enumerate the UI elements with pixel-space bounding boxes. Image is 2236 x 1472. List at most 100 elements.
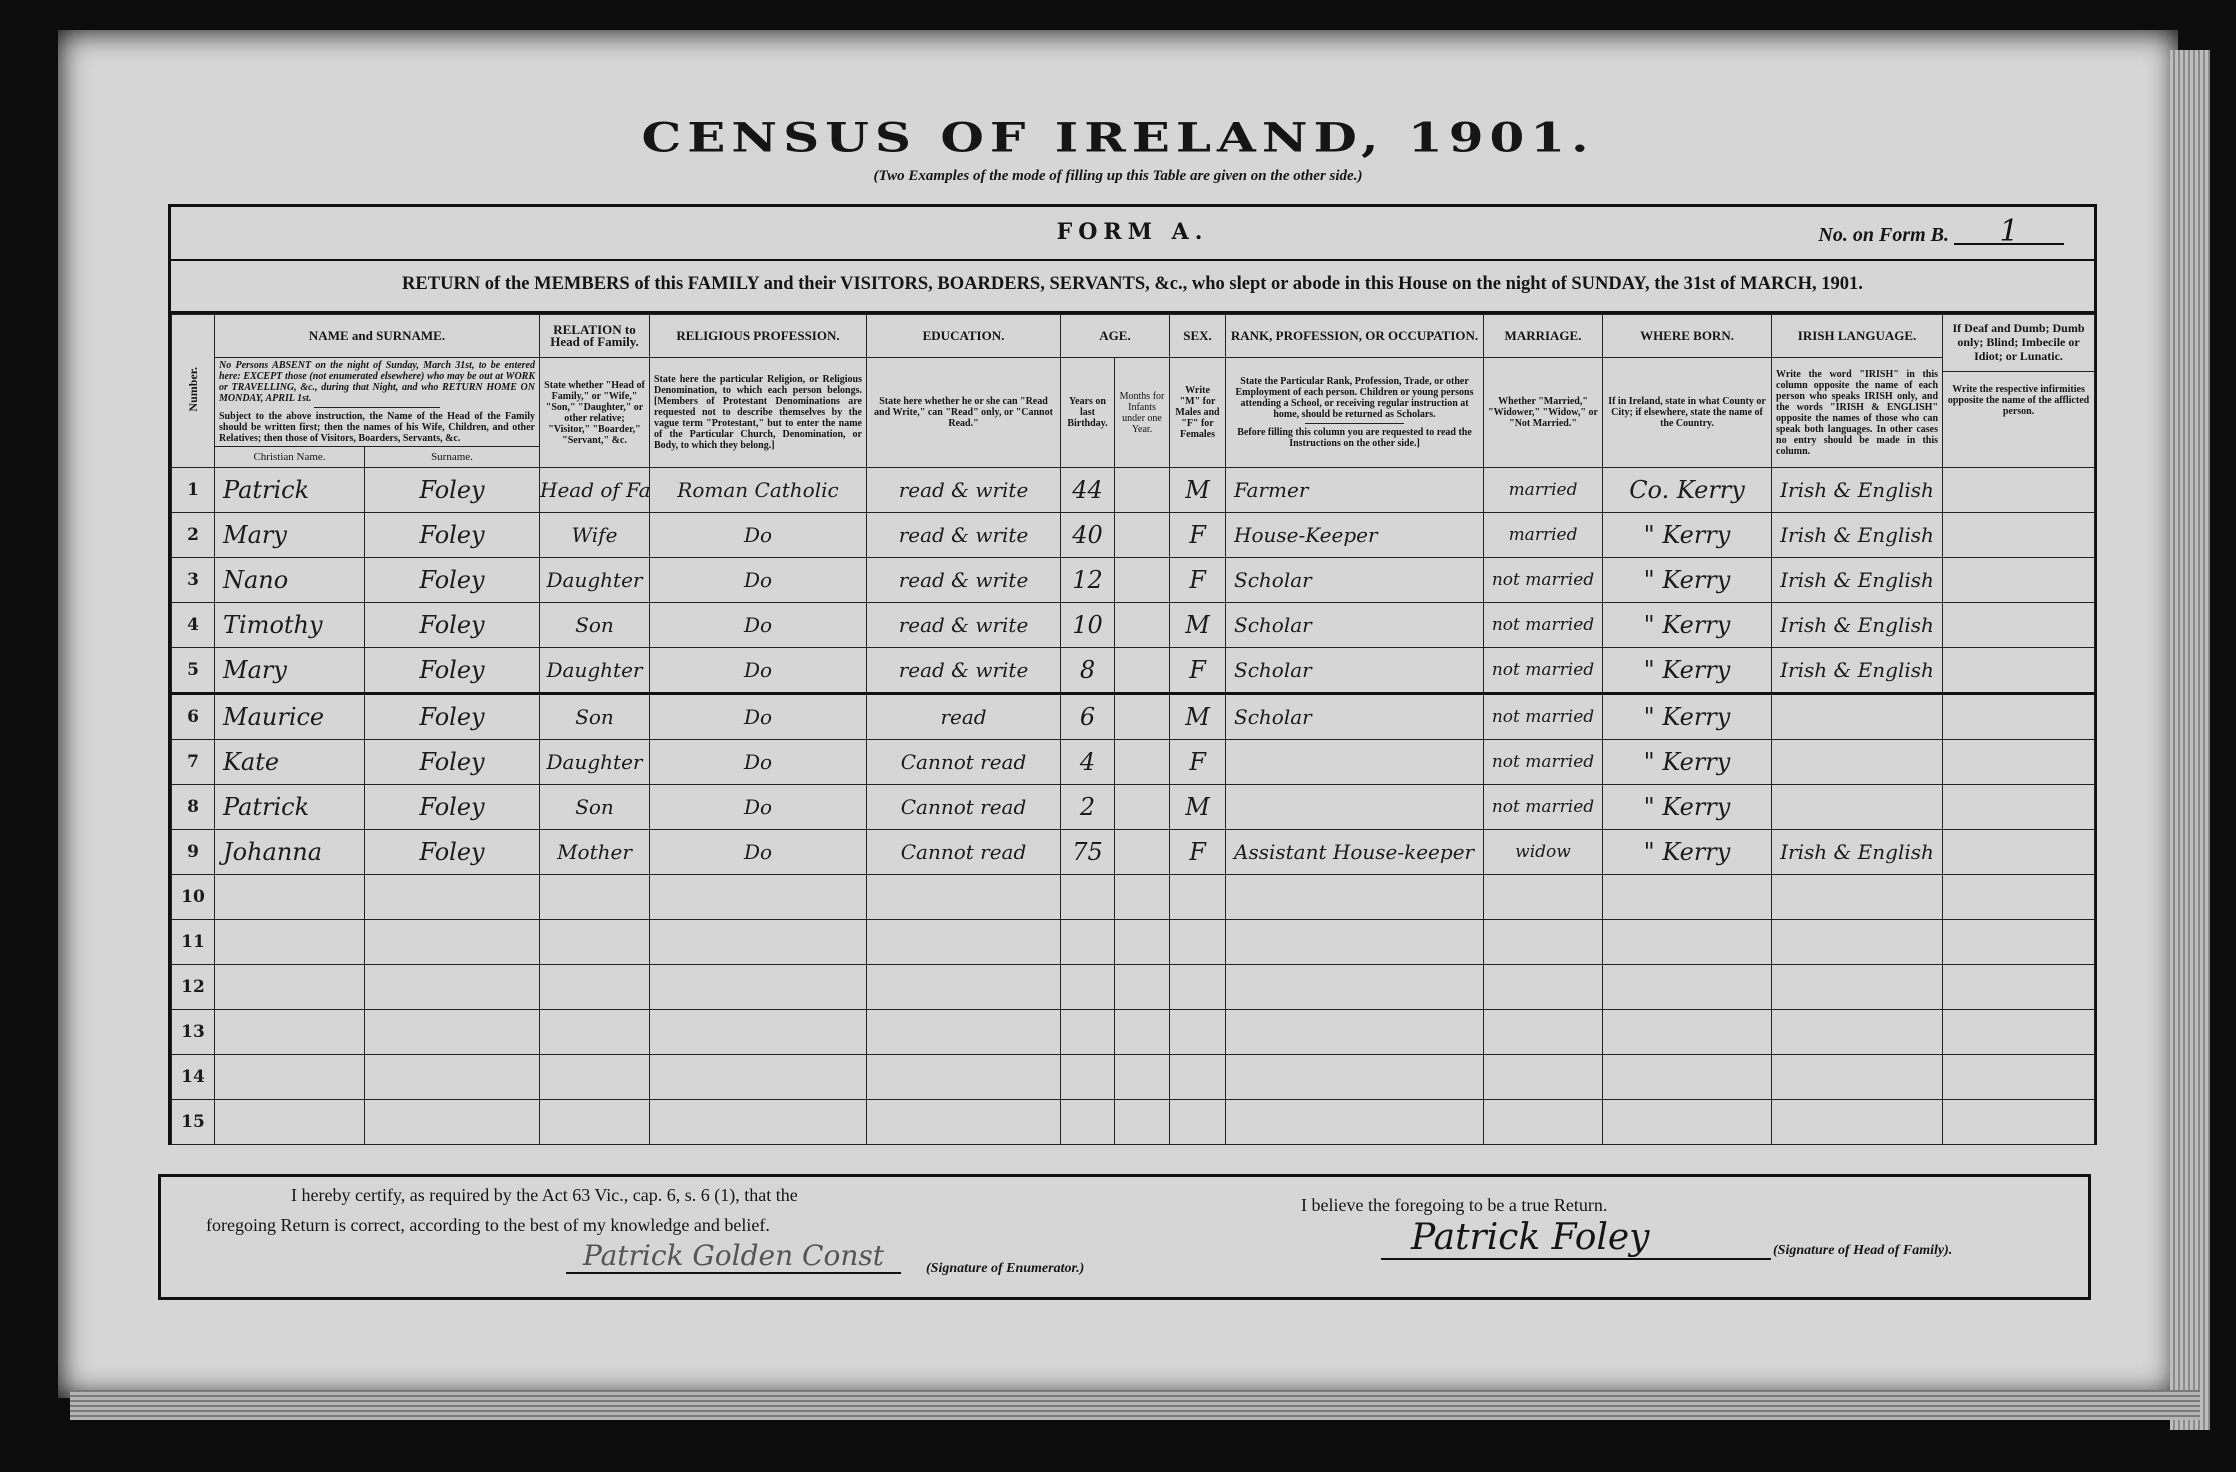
- cell-marriage: [1483, 919, 1604, 965]
- cell-no: 7: [171, 739, 215, 785]
- header-education: EDUCATION.: [866, 314, 1061, 358]
- cell-months: [1113, 829, 1171, 875]
- cell-occupation: [1225, 874, 1485, 920]
- cell-religion: [649, 1054, 867, 1100]
- cell-relation: Son: [539, 693, 650, 740]
- cell-marriage: married: [1483, 512, 1604, 558]
- cell-relation: [539, 874, 650, 920]
- cell-surname: Foley: [364, 784, 540, 830]
- cell-relation: Daughter: [539, 739, 650, 785]
- cell-irish: Irish & English: [1771, 512, 1944, 558]
- marriage-instructions: Whether "Married," "Widower," "Widow," o…: [1483, 357, 1604, 468]
- cell-religion: Roman Catholic: [649, 467, 867, 513]
- cell-irish: Irish & English: [1771, 557, 1944, 603]
- cell-irish: [1771, 1009, 1944, 1055]
- cell-surname: [364, 1099, 540, 1145]
- cell-months: [1113, 647, 1171, 695]
- census-table: Number. NAME and SURNAME. RELATION to He…: [171, 314, 2096, 1145]
- cell-surname: Foley: [364, 647, 540, 695]
- cell-religion: Do: [649, 602, 867, 648]
- cell-marriage: [1483, 1099, 1604, 1145]
- cell-religion: Do: [649, 784, 867, 830]
- cell-no: 11: [171, 919, 215, 965]
- cell-born: " Kerry: [1602, 512, 1773, 558]
- cell-religion: [649, 919, 867, 965]
- cell-marriage: not married: [1483, 784, 1604, 830]
- cell-first: [214, 1054, 365, 1100]
- cell-years: 75: [1060, 829, 1115, 875]
- table-row: 2 Mary Foley Wife Do read & write 40 F House-Kee…: [171, 512, 2096, 558]
- cell-born: [1602, 874, 1773, 920]
- header-surname: Surname.: [364, 446, 540, 468]
- cell-surname: Foley: [364, 693, 540, 740]
- cell-infirm: [1942, 693, 2096, 740]
- form-b-number: No. on Form B. 1: [1818, 217, 2064, 247]
- form-header: FORM A. No. on Form B. 1: [171, 207, 2094, 261]
- cell-years: [1060, 919, 1115, 965]
- head-statement: I believe the foregoing to be a true Ret…: [1301, 1195, 1608, 1215]
- table-row: 9 Johanna Foley Mother Do Cannot read 75 F Assis…: [171, 829, 2096, 875]
- cell-relation: Son: [539, 784, 650, 830]
- cell-first: Mary: [214, 647, 365, 695]
- cell-sex: [1169, 1054, 1227, 1100]
- page-edges-bottom: [70, 1390, 2200, 1420]
- cell-born: " Kerry: [1602, 739, 1773, 785]
- header-sex: SEX.: [1169, 314, 1227, 358]
- cell-occupation: Scholar: [1225, 602, 1485, 648]
- cell-irish: Irish & English: [1771, 467, 1944, 513]
- cell-months: [1113, 467, 1171, 513]
- cell-born: " Kerry: [1602, 557, 1773, 603]
- cell-surname: Foley: [364, 602, 540, 648]
- cell-sex: M: [1169, 784, 1227, 830]
- form-name: FORM A.: [1056, 219, 1209, 245]
- cell-months: [1113, 1009, 1171, 1055]
- cell-infirm: [1942, 1009, 2096, 1055]
- cell-religion: [649, 964, 867, 1010]
- cell-relation: [539, 1099, 650, 1145]
- header-irish-language: IRISH LANGUAGE.: [1771, 314, 1944, 358]
- cell-no: 5: [171, 647, 215, 695]
- form-b-label: No. on Form B.: [1818, 224, 1949, 246]
- cell-months: [1113, 693, 1171, 740]
- cell-infirm: [1942, 602, 2096, 648]
- header-age: AGE.: [1059, 314, 1171, 358]
- cell-first: [214, 919, 365, 965]
- table-row: 5 Mary Foley Daughter Do read & write 8 F Schola…: [171, 647, 2096, 695]
- cell-infirm: [1942, 829, 2096, 875]
- cell-first: Nano: [214, 557, 365, 603]
- cell-irish: [1771, 1099, 1944, 1145]
- cell-surname: Foley: [364, 557, 540, 603]
- cell-months: [1113, 512, 1171, 558]
- cell-occupation: [1225, 964, 1485, 1010]
- table-row: 12: [171, 964, 2096, 1010]
- relation-instructions: State whether "Head of Family," or "Wife…: [539, 357, 650, 468]
- cell-surname: [364, 1009, 540, 1055]
- cell-occupation: Scholar: [1225, 693, 1485, 740]
- cell-sex: F: [1169, 829, 1227, 875]
- cell-religion: [649, 1099, 867, 1145]
- cell-education: read & write: [866, 512, 1061, 558]
- document-subtitle: (Two Examples of the mode of filling up …: [873, 168, 1363, 184]
- cell-born: " Kerry: [1602, 647, 1773, 695]
- table-row: 6 Maurice Foley Son Do read 6 M Scholar not marri…: [171, 693, 2096, 740]
- cell-religion: Do: [649, 512, 867, 558]
- cell-religion: [649, 1009, 867, 1055]
- age-months-header: Months for Infants under one Year.: [1113, 357, 1171, 468]
- cell-religion: Do: [649, 829, 867, 875]
- cell-no: 10: [171, 874, 215, 920]
- cell-occupation: Scholar: [1225, 647, 1485, 695]
- cell-first: [214, 964, 365, 1010]
- rank-instructions: State the Particular Rank, Profession, T…: [1225, 357, 1485, 468]
- cell-infirm: [1942, 874, 2096, 920]
- table-row: 15: [171, 1099, 2096, 1145]
- cell-infirm: [1942, 467, 2096, 513]
- cell-occupation: [1225, 1009, 1485, 1055]
- cell-irish: [1771, 739, 1944, 785]
- cell-occupation: Scholar: [1225, 557, 1485, 603]
- education-instructions: State here whether he or she can "Read a…: [866, 357, 1061, 468]
- cell-infirm: [1942, 739, 2096, 785]
- cell-years: 8: [1060, 647, 1115, 695]
- cell-relation: [539, 964, 650, 1010]
